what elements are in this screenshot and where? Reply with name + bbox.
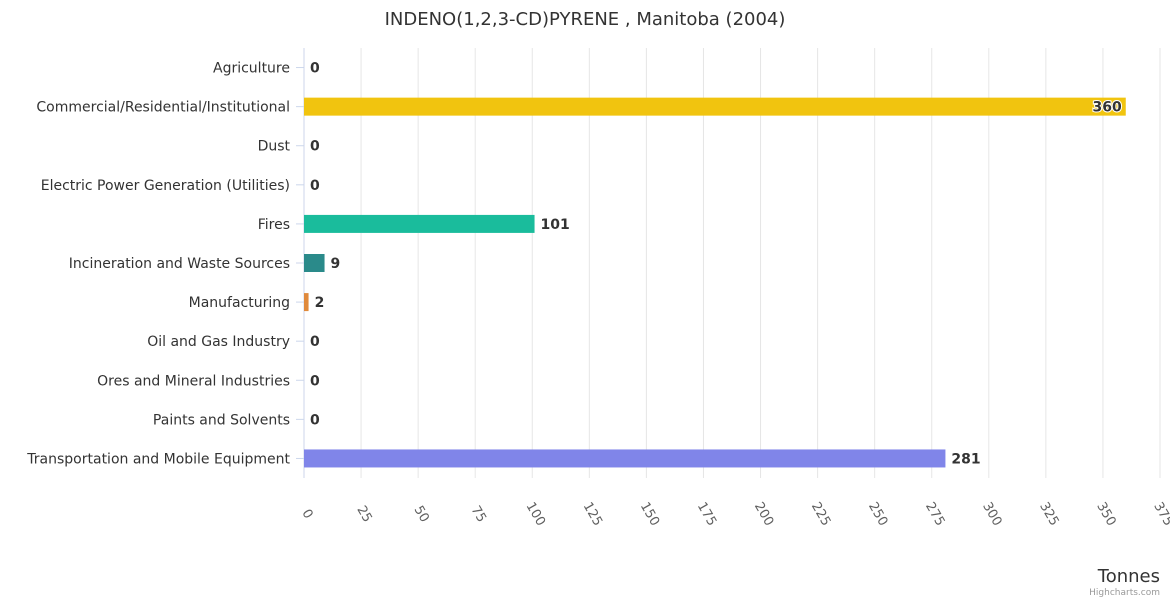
x-tick-label: 75 xyxy=(468,503,489,525)
chart-title: INDENO(1,2,3-CD)PYRENE , Manitoba (2004) xyxy=(385,9,786,30)
x-axis-title: Tonnes xyxy=(1097,566,1160,587)
category-label: Manufacturing xyxy=(189,295,290,311)
x-tick-label: 125 xyxy=(580,500,605,529)
grid-lines xyxy=(360,48,1161,478)
x-tick-label: 200 xyxy=(751,500,776,529)
x-tick-label: 100 xyxy=(523,500,548,529)
data-label: 0 xyxy=(310,178,320,194)
bar xyxy=(304,97,1126,116)
x-tick-label: 25 xyxy=(353,503,374,525)
x-tick-label: 150 xyxy=(637,500,662,529)
data-label: 0 xyxy=(310,334,320,350)
x-tick-label: 50 xyxy=(411,503,432,525)
data-label: 0 xyxy=(310,412,320,428)
x-tick-label: 225 xyxy=(808,500,833,529)
category-label: Incineration and Waste Sources xyxy=(69,256,290,272)
data-labels: 0 360 0 0 101 9 2 0 0 0 281 xyxy=(309,60,1123,469)
x-tick-label: 300 xyxy=(979,500,1004,529)
tick-labels: 0 25 50 75 100 125 150 175 200 225 250 275 300 325 350… xyxy=(298,500,1170,529)
x-tick-label: 375 xyxy=(1150,500,1170,529)
data-label: 281 xyxy=(951,451,980,467)
data-label: 2 xyxy=(315,295,325,311)
x-tick-label: 175 xyxy=(694,500,719,529)
bar xyxy=(304,293,309,312)
x-tick-label: 0 xyxy=(298,507,315,522)
credits-link[interactable]: Highcharts.com xyxy=(1089,588,1160,598)
bar xyxy=(304,214,535,233)
x-tick-label: 325 xyxy=(1036,500,1061,529)
category-label: Agriculture xyxy=(213,61,290,77)
x-tick-label: 275 xyxy=(922,500,947,529)
x-tick-label: 350 xyxy=(1093,500,1118,529)
data-label: 0 xyxy=(310,61,320,77)
bar xyxy=(304,449,946,468)
category-label: Electric Power Generation (Utilities) xyxy=(41,178,290,194)
data-label: 360 xyxy=(1093,100,1122,116)
category-labels: Agriculture Commercial/Residential/Instit… xyxy=(26,61,290,468)
axes xyxy=(296,48,305,478)
category-label: Commercial/Residential/Institutional xyxy=(36,100,290,116)
bar xyxy=(304,254,325,272)
data-label: 0 xyxy=(310,139,320,155)
category-label: Fires xyxy=(258,217,290,233)
data-label: 101 xyxy=(541,217,570,233)
data-label: 0 xyxy=(310,373,320,389)
data-label: 9 xyxy=(331,256,341,272)
category-label: Transportation and Mobile Equipment xyxy=(26,451,290,467)
bars xyxy=(304,97,1126,468)
x-tick-label: 250 xyxy=(865,500,890,529)
category-label: Oil and Gas Industry xyxy=(147,334,290,350)
category-label: Paints and Solvents xyxy=(153,412,290,428)
category-label: Dust xyxy=(258,139,291,155)
category-label: Ores and Mineral Industries xyxy=(97,373,290,389)
